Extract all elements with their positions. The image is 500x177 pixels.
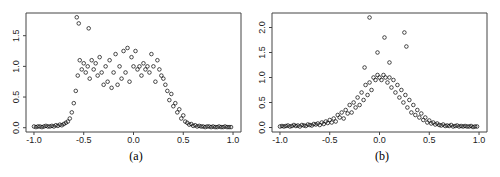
svg-text:1.0: 1.0 (473, 135, 486, 145)
svg-text:-0.5: -0.5 (76, 135, 92, 145)
svg-text:0.0: 0.0 (11, 121, 21, 134)
svg-text:-0.5: -0.5 (322, 135, 338, 145)
svg-text:0.0: 0.0 (127, 135, 140, 145)
svg-text:0.5: 0.5 (11, 91, 21, 104)
svg-text:2.0: 2.0 (257, 21, 267, 34)
svg-text:-1.0: -1.0 (26, 135, 42, 145)
svg-text:1.0: 1.0 (11, 60, 21, 73)
svg-text:0.5: 0.5 (423, 135, 436, 145)
svg-text:1.0: 1.0 (227, 135, 240, 145)
svg-text:-1.0: -1.0 (272, 135, 288, 145)
html-text:(b): (b) (375, 149, 389, 163)
html-text:(a): (a) (129, 149, 143, 163)
svg-text:0.5: 0.5 (177, 135, 190, 145)
svg-text:0.5: 0.5 (257, 96, 267, 109)
svg-text:1.0: 1.0 (257, 71, 267, 84)
svg-text:1.5: 1.5 (11, 29, 21, 42)
svg-text:0.0: 0.0 (257, 121, 267, 134)
svg-text:0.0: 0.0 (373, 135, 386, 145)
svg-text:1.5: 1.5 (257, 46, 267, 59)
